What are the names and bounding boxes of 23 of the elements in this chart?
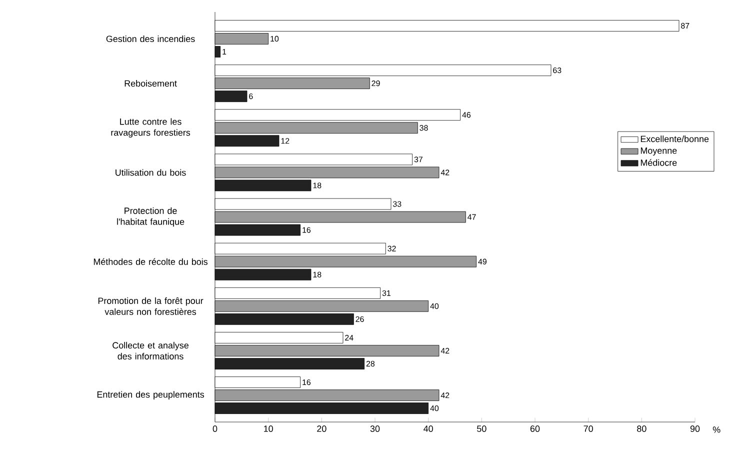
x-tick-label: 50 — [477, 426, 486, 432]
x-tick-label: 30 — [370, 426, 380, 432]
legend-label: Médiocre — [640, 159, 677, 166]
x-tick-label: 20 — [317, 426, 326, 432]
x-tick-label: 70 — [584, 426, 593, 432]
legend-label: Excellente/bonne — [640, 136, 709, 142]
y-tick-label: Méthodes de récolte du bois — [94, 258, 208, 265]
y-tick-label: Protection de l'habitat faunique — [117, 207, 184, 227]
y-tick-label: Gestion des incendies — [106, 35, 195, 42]
x-tick-label: 90 — [690, 426, 700, 432]
y-tick-label: Reboisement — [124, 80, 177, 87]
y-tick-label: Utilisation du bois — [116, 169, 186, 176]
x-tick-label: 40 — [424, 426, 433, 432]
y-tick-label: Entretien des peuplements — [97, 391, 204, 400]
x-tick-label: 80 — [637, 426, 646, 432]
y-tick-label: Collecte et analyse des informations — [112, 342, 188, 360]
y-tick-label: Promotion de la forêt pour valeurs non forestières — [98, 297, 204, 315]
y-tick-label: Lutte contre les ravageurs forestiers — [111, 118, 190, 138]
legend-label: Moyenne — [640, 148, 677, 156]
x-tick-label: 60 — [530, 426, 540, 432]
x-axis-title: % — [712, 426, 720, 433]
x-tick-label: 0 — [212, 426, 218, 432]
x-tick-label: 10 — [264, 426, 273, 432]
